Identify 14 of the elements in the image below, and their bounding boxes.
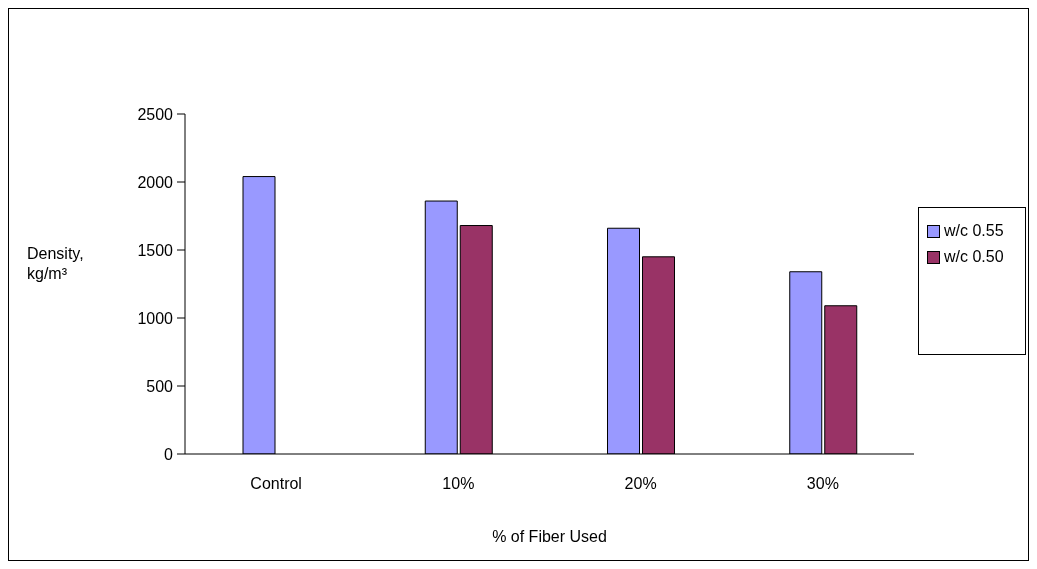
y-tick-label: 2500 (137, 105, 174, 123)
x-tick-label: 30% (806, 475, 839, 493)
legend-label: w/c 0.55 (944, 222, 1004, 240)
x-axis-title: % of Fiber Used (492, 528, 607, 545)
y-tick-label: 0 (164, 445, 174, 463)
legend-label: w/c 0.50 (944, 248, 1004, 266)
y-tick-label: 500 (146, 377, 174, 395)
y-tick-label: 2000 (137, 173, 174, 191)
y-tick-label: 1500 (137, 241, 174, 259)
x-tick-label: 10% (442, 475, 475, 493)
x-tick-label: Control (250, 475, 302, 493)
y-tick-label: 1000 (137, 309, 174, 327)
y-axis-title: Density, kg/m³ (27, 244, 85, 284)
x-tick-label: 20% (624, 475, 657, 493)
